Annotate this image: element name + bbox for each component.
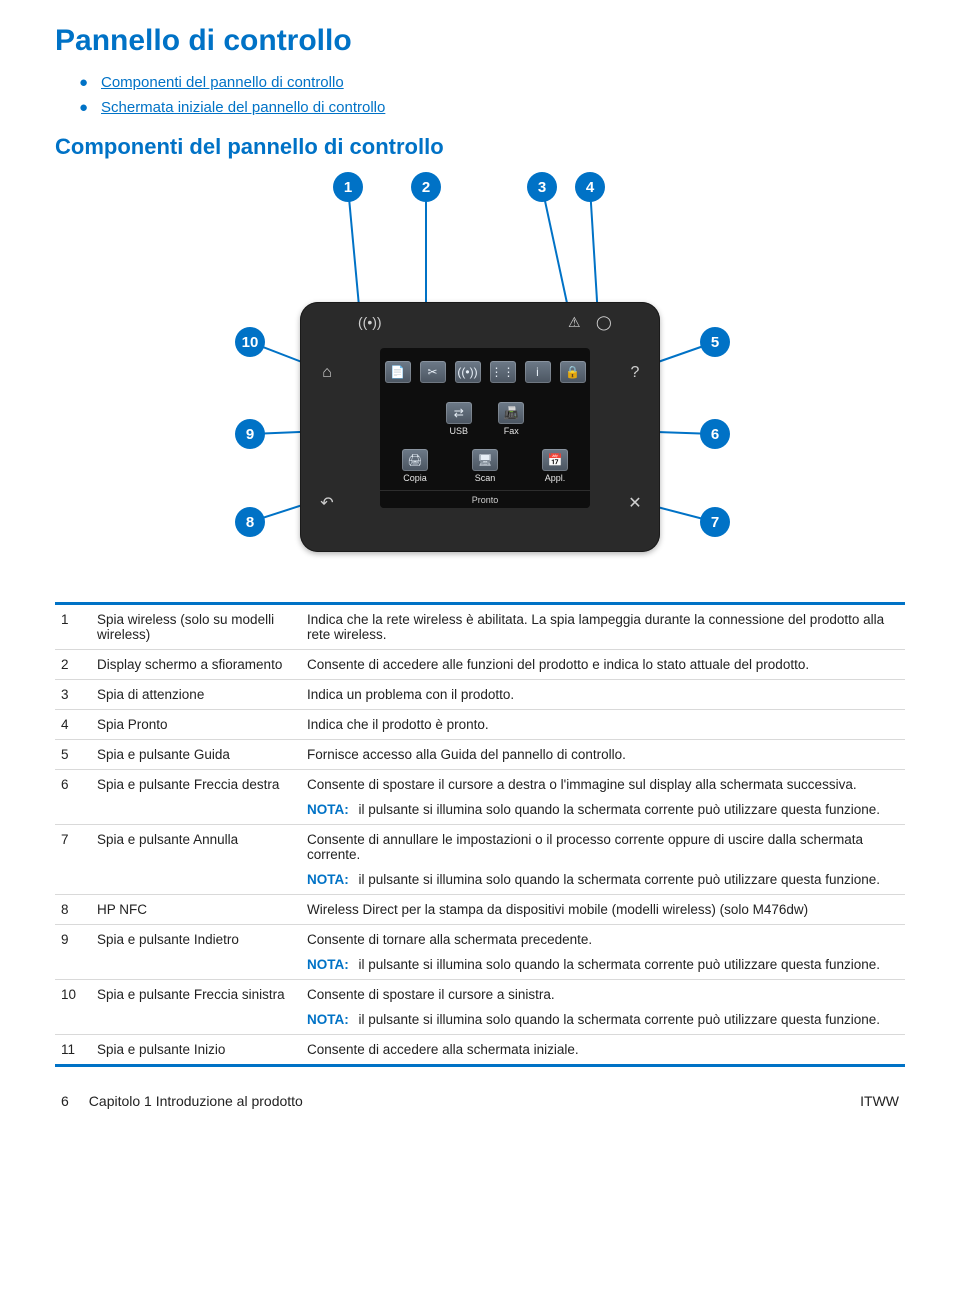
component-name: Spia e pulsante Freccia destra <box>91 770 301 825</box>
section-title: Componenti del pannello di controllo <box>55 134 905 160</box>
page-footer: 6 Capitolo 1 Introduzione al prodotto IT… <box>55 1093 905 1109</box>
help-icon: ? <box>626 364 644 382</box>
component-name: Spia wireless (solo su modelli wireless) <box>91 604 301 650</box>
toc-link-schermata[interactable]: Schermata iniziale del pannello di contr… <box>101 99 385 116</box>
callout-6: 6 <box>700 419 730 449</box>
row-number: 8 <box>55 895 91 925</box>
component-name: Spia e pulsante Inizio <box>91 1035 301 1066</box>
note-text: il pulsante si illumina solo quando la s… <box>355 802 880 817</box>
table-row: 1Spia wireless (solo su modelli wireless… <box>55 604 905 650</box>
page-title: Pannello di controllo <box>55 24 905 58</box>
table-row: 2Display schermo a sfioramentoConsente d… <box>55 650 905 680</box>
component-desc: Consente di tornare alla schermata prece… <box>301 925 905 980</box>
component-name: Spia e pulsante Guida <box>91 740 301 770</box>
component-desc: Consente di spostare il cursore a destra… <box>301 770 905 825</box>
screen-app: 🔒 <box>555 348 590 395</box>
page: Pannello di controllo Componenti del pan… <box>0 0 960 1119</box>
screen-app: ⇄USB <box>433 395 486 442</box>
wifi-icon: ((•)) <box>358 314 382 330</box>
component-name: Spia di attenzione <box>91 680 301 710</box>
table-row: 8HP NFCWireless Direct per la stampa da … <box>55 895 905 925</box>
table-row: 10Spia e pulsante Freccia sinistraConsen… <box>55 980 905 1035</box>
note-label: NOTA: <box>307 1012 349 1027</box>
screen-app: ((•)) <box>450 348 485 395</box>
table-row: 3Spia di attenzioneIndica un problema co… <box>55 680 905 710</box>
component-desc: Consente di accedere alle funzioni del p… <box>301 650 905 680</box>
callout-1: 1 <box>333 172 363 202</box>
component-name: HP NFC <box>91 895 301 925</box>
table-row: 6Spia e pulsante Freccia destraConsente … <box>55 770 905 825</box>
row-number: 11 <box>55 1035 91 1066</box>
note-label: NOTA: <box>307 802 349 817</box>
screen-app: i <box>520 348 555 395</box>
control-panel: ((•)) ⚠ ◯ ⌂ ↶ ? ✕ 📄✂((•))⋮⋮i🔒⇄USB📠Fax🖨Co… <box>300 302 660 552</box>
component-desc: Consente di accedere alla schermata iniz… <box>301 1035 905 1066</box>
callout-4: 4 <box>575 172 605 202</box>
toc-list: Componenti del pannello di controllo Sch… <box>79 74 905 116</box>
screen-app: 📄 <box>380 348 415 395</box>
screen-app <box>538 395 591 442</box>
row-number: 9 <box>55 925 91 980</box>
note-label: NOTA: <box>307 872 349 887</box>
toc-link-componenti[interactable]: Componenti del pannello di controllo <box>101 74 344 91</box>
components-table: 1Spia wireless (solo su modelli wireless… <box>55 602 905 1067</box>
component-desc: Wireless Direct per la stampa da disposi… <box>301 895 905 925</box>
component-name: Spia e pulsante Indietro <box>91 925 301 980</box>
component-name: Spia Pronto <box>91 710 301 740</box>
note-text: il pulsante si illumina solo quando la s… <box>355 872 880 887</box>
row-number: 6 <box>55 770 91 825</box>
row-number: 5 <box>55 740 91 770</box>
cancel-icon: ✕ <box>626 494 644 512</box>
row-number: 2 <box>55 650 91 680</box>
page-number: 6 <box>61 1093 69 1109</box>
screen-app <box>380 395 433 442</box>
callout-8: 8 <box>235 507 265 537</box>
warning-icon: ⚠ <box>568 314 581 331</box>
row-number: 7 <box>55 825 91 895</box>
component-desc: Indica che il prodotto è pronto. <box>301 710 905 740</box>
ready-icon: ◯ <box>596 314 612 331</box>
screen-app: 📠Fax <box>485 395 538 442</box>
component-name: Display schermo a sfioramento <box>91 650 301 680</box>
back-icon: ↶ <box>318 494 336 512</box>
touchscreen: 📄✂((•))⋮⋮i🔒 ⇄USB📠Fax 🖨Copia🖥Scan📅Appl. Pro… <box>380 348 590 508</box>
component-desc: Fornisce accesso alla Guida del pannello… <box>301 740 905 770</box>
footer-right: ITWW <box>860 1093 899 1109</box>
row-number: 10 <box>55 980 91 1035</box>
component-desc: Indica un problema con il prodotto. <box>301 680 905 710</box>
table-row: 5Spia e pulsante GuidaFornisce accesso a… <box>55 740 905 770</box>
component-desc: Indica che la rete wireless è abilitata.… <box>301 604 905 650</box>
callout-3: 3 <box>527 172 557 202</box>
note-text: il pulsante si illumina solo quando la s… <box>355 1012 880 1027</box>
row-number: 4 <box>55 710 91 740</box>
callout-5: 5 <box>700 327 730 357</box>
callout-2: 2 <box>411 172 441 202</box>
screen-status: Pronto <box>380 490 590 508</box>
row-number: 3 <box>55 680 91 710</box>
note-label: NOTA: <box>307 957 349 972</box>
callout-10: 10 <box>235 327 265 357</box>
component-desc: Consente di annullare le impostazioni o … <box>301 825 905 895</box>
callout-9: 9 <box>235 419 265 449</box>
control-panel-diagram: ((•)) ⚠ ◯ ⌂ ↶ ? ✕ 📄✂((•))⋮⋮i🔒⇄USB📠Fax🖨Co… <box>170 172 790 582</box>
screen-app: 🖥Scan <box>450 443 520 490</box>
table-row: 11Spia e pulsante InizioConsente di acce… <box>55 1035 905 1066</box>
screen-app: ⋮⋮ <box>485 348 520 395</box>
table-row: 4Spia ProntoIndica che il prodotto è pro… <box>55 710 905 740</box>
chapter-title: Capitolo 1 Introduzione al prodotto <box>89 1093 303 1109</box>
component-name: Spia e pulsante Freccia sinistra <box>91 980 301 1035</box>
component-name: Spia e pulsante Annulla <box>91 825 301 895</box>
table-row: 9Spia e pulsante IndietroConsente di tor… <box>55 925 905 980</box>
row-number: 1 <box>55 604 91 650</box>
screen-app: 📅Appl. <box>520 443 590 490</box>
callout-7: 7 <box>700 507 730 537</box>
screen-app: 🖨Copia <box>380 443 450 490</box>
note-text: il pulsante si illumina solo quando la s… <box>355 957 880 972</box>
table-row: 7Spia e pulsante AnnullaConsente di annu… <box>55 825 905 895</box>
component-desc: Consente di spostare il cursore a sinist… <box>301 980 905 1035</box>
screen-app: ✂ <box>415 348 450 395</box>
home-icon: ⌂ <box>318 364 336 382</box>
